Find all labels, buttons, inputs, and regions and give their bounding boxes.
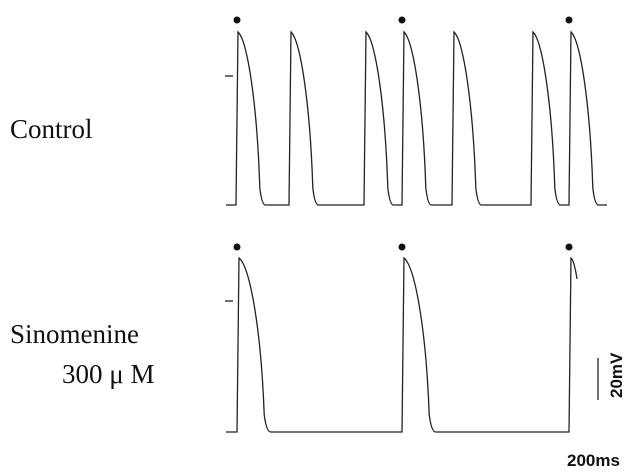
time-scale-label: 200ms [567,451,620,470]
voltage-scale-label: 20mV [607,352,626,398]
control-trace [226,30,607,206]
drug-trace [226,256,578,433]
stimulus-dots [233,16,573,251]
drug-label: Sinomenine [10,319,139,349]
dose-label: 300 μ M [62,359,154,389]
control-label: Control [10,114,93,144]
